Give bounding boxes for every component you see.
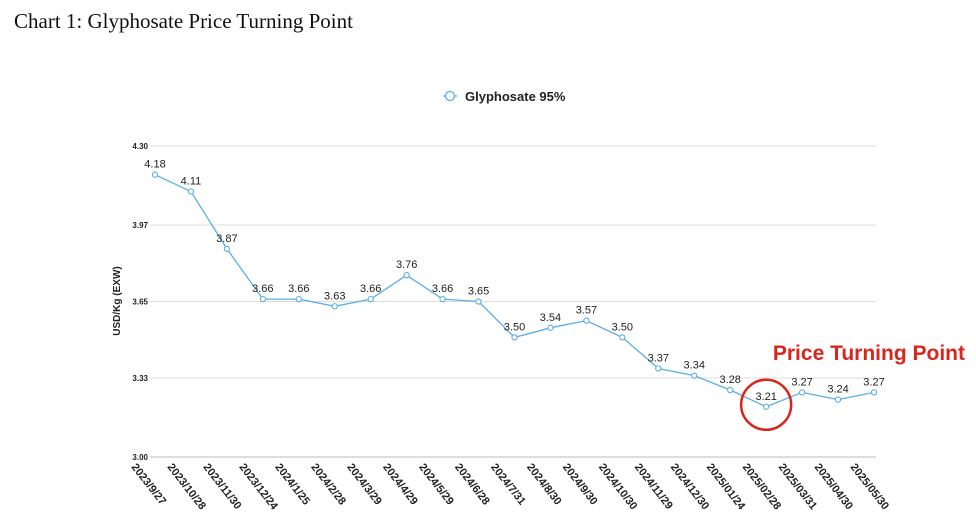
data-label: 3.63 xyxy=(324,290,345,302)
data-point xyxy=(259,295,266,303)
x-tick-label: 2024/9/30 xyxy=(560,461,600,507)
data-point xyxy=(331,303,338,310)
data-point xyxy=(511,334,518,341)
x-tick-label: 2024/5/29 xyxy=(416,461,456,507)
data-point xyxy=(727,386,734,394)
data-label: 3.37 xyxy=(648,352,669,364)
data-label: 3.66 xyxy=(360,283,381,295)
legend: Glyphosate 95% xyxy=(443,89,566,104)
data-label: 4.18 xyxy=(144,159,165,171)
y-tick-label: 3.00 xyxy=(132,453,148,462)
annotation-label: Price Turning Point xyxy=(773,342,965,365)
data-label: 3.34 xyxy=(684,360,705,372)
chart-caption: Chart 1: Glyphosate Price Turning Point xyxy=(14,9,353,33)
data-point xyxy=(619,334,626,341)
data-point xyxy=(798,389,806,396)
data-label: 3.27 xyxy=(863,376,884,388)
data-label: 3.76 xyxy=(396,259,417,271)
data-point xyxy=(295,295,302,303)
data-label: 3.50 xyxy=(504,321,525,333)
legend-label: Glyphosate 95% xyxy=(465,89,566,104)
x-axis-ticks: 2023/9/272023/10/282023/11/302023/12/242… xyxy=(129,461,891,512)
x-tick-label: 2023/9/27 xyxy=(129,461,169,507)
data-label: 3.57 xyxy=(576,305,597,317)
data-point xyxy=(834,396,842,403)
x-tick-label: 2024/1/25 xyxy=(272,461,312,507)
y-tick-label: 3.65 xyxy=(132,298,148,307)
data-point xyxy=(223,245,231,253)
data-point xyxy=(547,324,554,331)
data-label: 4.11 xyxy=(181,175,202,187)
annotation-circle xyxy=(739,378,793,432)
x-tick-label: 2024/3/29 xyxy=(344,461,384,507)
data-label: 3.21 xyxy=(755,391,776,403)
data-label: 3.66 xyxy=(288,283,309,295)
data-label: 3.50 xyxy=(612,321,633,333)
data-point xyxy=(655,365,662,372)
x-tick-label: 2024/7/31 xyxy=(488,461,528,507)
data-point xyxy=(151,171,159,178)
data-label: 3.27 xyxy=(791,376,812,388)
data-point xyxy=(583,317,590,324)
y-tick-label: 3.33 xyxy=(132,374,148,383)
y-tick-label: 4.30 xyxy=(132,142,148,151)
gridlines xyxy=(150,145,876,458)
data-point xyxy=(870,389,878,396)
data-labels: 4.18 4.11 3.87 3.66 3.66 3.63 3.66 3.76 3.66 3.65… xyxy=(144,159,884,403)
y-tick-label: 3.97 xyxy=(132,221,148,230)
data-point xyxy=(403,272,410,279)
y-axis-label: USD/Kg (EXW) xyxy=(112,266,123,335)
x-tick-label: 2024/8/30 xyxy=(524,461,564,507)
data-label: 3.87 xyxy=(216,233,237,245)
data-point xyxy=(187,188,195,195)
x-tick-label: 2024/4/29 xyxy=(380,461,420,507)
data-point xyxy=(691,372,698,379)
data-label: 3.54 xyxy=(540,312,561,324)
data-point xyxy=(763,403,770,410)
data-point xyxy=(475,298,482,305)
data-points xyxy=(151,171,878,410)
x-tick-label: 2024/2/28 xyxy=(308,461,348,507)
data-label: 3.66 xyxy=(432,283,453,295)
data-label: 3.24 xyxy=(827,384,848,396)
data-label: 3.28 xyxy=(719,374,740,386)
data-point xyxy=(439,295,446,303)
data-label: 3.65 xyxy=(468,286,489,298)
annotation: Price Turning Point xyxy=(739,342,965,432)
legend-marker xyxy=(444,90,456,102)
data-label: 3.66 xyxy=(252,283,273,295)
data-point xyxy=(367,295,374,303)
y-axis-ticks: 4.30 3.97 3.65 3.33 3.00 xyxy=(132,142,148,462)
x-tick-label: 2024/6/28 xyxy=(452,461,492,507)
